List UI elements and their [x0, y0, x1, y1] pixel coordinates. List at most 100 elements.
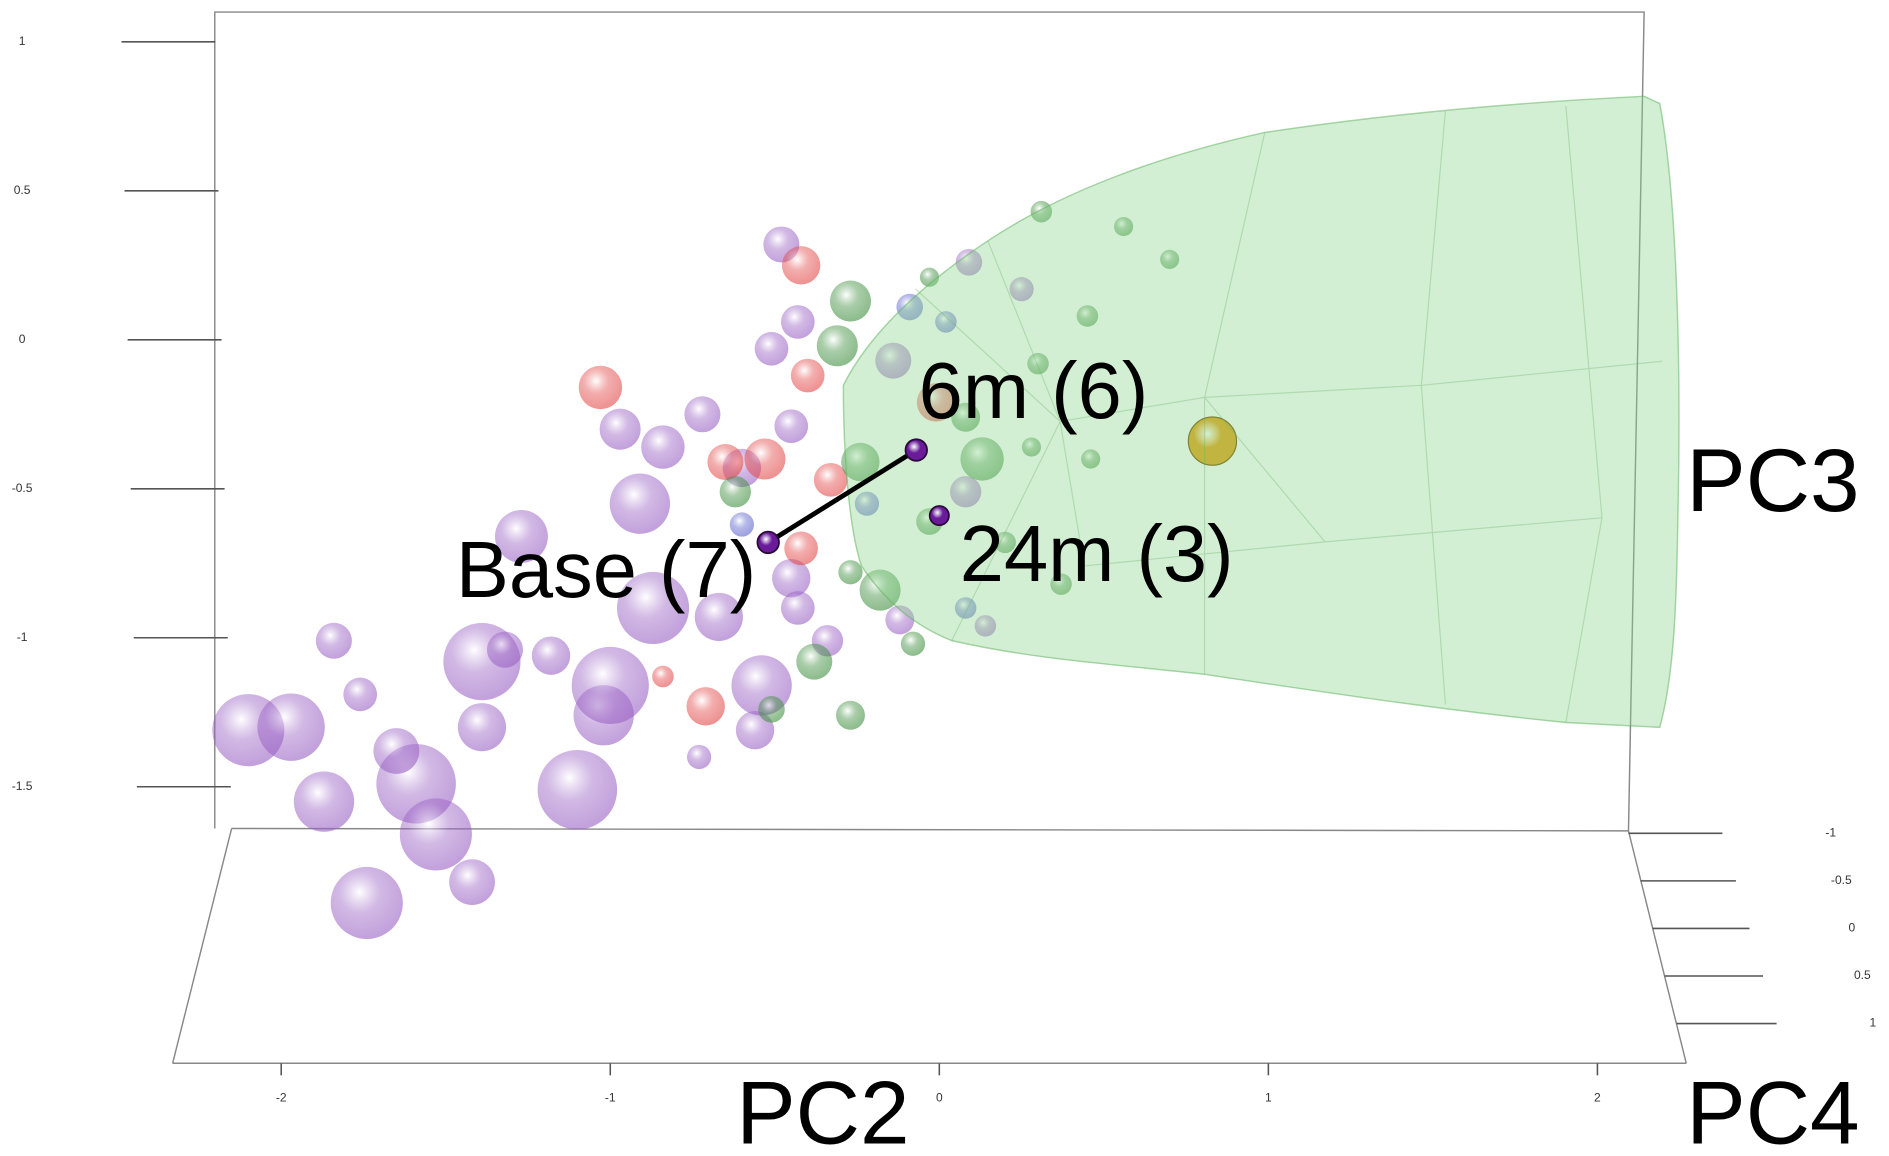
point: [531, 636, 571, 675]
back-panel: [214, 11, 1645, 831]
point: [951, 402, 981, 432]
point: [537, 749, 618, 830]
ticks: -2 -1 0 1 2 1 0.5 0 -0.5 -1 -1.5 -1 -0.5 0 0.5 1: [12, 34, 1877, 1104]
point: [1021, 437, 1042, 457]
point: [781, 246, 821, 285]
y-tick-label: -0.5: [12, 481, 33, 495]
point: [790, 358, 825, 393]
z-tick-label: -1: [1825, 825, 1836, 839]
point: [578, 365, 623, 410]
point: [729, 512, 755, 537]
point: [494, 510, 548, 563]
point: [707, 443, 744, 480]
point: [994, 531, 1016, 554]
floor-right-edge: [1627, 830, 1687, 1064]
point: [838, 560, 863, 585]
point: [1114, 216, 1134, 237]
point: [1009, 277, 1034, 302]
point: [854, 491, 880, 516]
x-tick-label: 2: [1594, 1090, 1601, 1104]
point: [954, 597, 977, 619]
point: [1076, 305, 1099, 327]
hull-surface: [842, 95, 1680, 729]
point: [1187, 416, 1238, 466]
connector: [766, 448, 918, 545]
annotation: Base (7): [456, 525, 756, 614]
point: [641, 425, 685, 469]
x-tick-label: 0: [936, 1090, 943, 1104]
y-axis-label: PC3: [1686, 430, 1859, 530]
point: [343, 677, 378, 712]
point: [599, 408, 641, 450]
point: [796, 643, 833, 680]
annotations: Base (7) 6m (6) 24m (3): [456, 346, 1234, 614]
point: [935, 311, 957, 333]
point: [949, 476, 982, 508]
point: [754, 331, 789, 366]
hull: [842, 95, 1680, 729]
point: [900, 631, 926, 656]
point: [955, 249, 983, 276]
z-tick-label: 1: [1870, 1016, 1877, 1030]
point: [652, 665, 674, 688]
point: [841, 442, 880, 482]
x-tick-label: 1: [1265, 1090, 1272, 1104]
hull-mesh: [915, 105, 1663, 723]
point: [330, 866, 403, 940]
annotation: 24m (3): [960, 509, 1234, 598]
x-tick-label: -1: [605, 1090, 616, 1104]
point: [1050, 573, 1072, 595]
point: [896, 293, 923, 321]
point: [686, 744, 712, 770]
point: [719, 476, 751, 508]
x-axis-label: PC2: [736, 1062, 909, 1156]
y-tick-label: 0.5: [14, 183, 31, 197]
point: [571, 646, 649, 725]
annotated-point: [904, 438, 928, 462]
y-tick-label: 0: [19, 332, 26, 346]
annotated-point: [928, 505, 950, 527]
z-axis-label: PC4: [1686, 1062, 1859, 1156]
point: [784, 531, 818, 566]
point: [960, 437, 1004, 481]
point: [616, 571, 690, 645]
annotated-point: [756, 530, 780, 555]
point: [816, 325, 858, 367]
point: [486, 631, 523, 668]
point: [1027, 352, 1049, 375]
point: [293, 771, 355, 832]
point: [829, 280, 872, 322]
point: [694, 592, 743, 641]
point: [1081, 449, 1101, 469]
point: [609, 473, 671, 534]
x-tick-label: -2: [276, 1090, 287, 1104]
floor-left-edge: [171, 828, 233, 1064]
point: [457, 703, 507, 752]
point: [1160, 249, 1180, 269]
point: [974, 615, 997, 637]
z-tick-label: 0.5: [1854, 968, 1871, 982]
point: [758, 695, 785, 723]
point: [684, 396, 721, 433]
point: [875, 342, 912, 379]
point: [257, 693, 325, 761]
point: [780, 305, 815, 339]
annotation: 6m (6): [919, 346, 1149, 435]
y-tick-label: -1: [17, 630, 28, 644]
point: [780, 591, 815, 625]
point: [813, 463, 848, 497]
z-tick-label: -0.5: [1831, 873, 1852, 887]
point: [836, 700, 865, 730]
y-tick-label: 1: [19, 34, 26, 48]
point: [919, 267, 940, 287]
point: [399, 798, 472, 871]
point: [315, 622, 352, 659]
point: [772, 558, 811, 598]
point: [916, 383, 956, 422]
point: [744, 438, 786, 480]
point: [686, 687, 725, 726]
point: [373, 728, 420, 774]
point: [774, 409, 809, 444]
